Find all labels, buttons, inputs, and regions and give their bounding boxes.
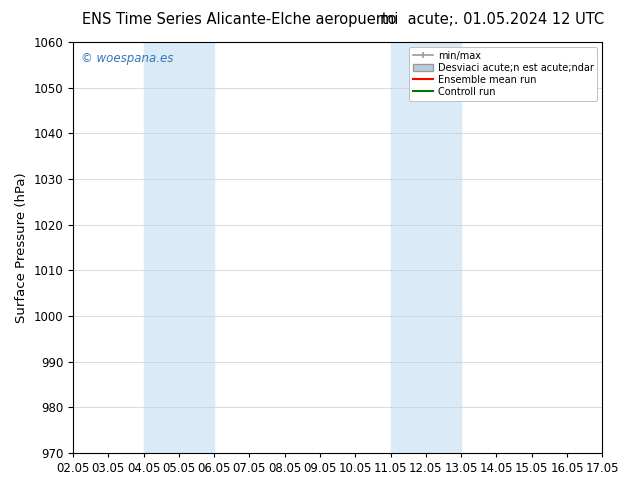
Text: © woespana.es: © woespana.es — [81, 52, 173, 65]
Bar — [143, 42, 214, 453]
Bar — [391, 42, 461, 453]
Text: ENS Time Series Alicante-Elche aeropuerto: ENS Time Series Alicante-Elche aeropuert… — [82, 12, 397, 27]
Text: mi  acute;. 01.05.2024 12 UTC: mi acute;. 01.05.2024 12 UTC — [380, 12, 605, 27]
Legend: min/max, Desviaci acute;n est acute;ndar, Ensemble mean run, Controll run: min/max, Desviaci acute;n est acute;ndar… — [410, 47, 597, 100]
Y-axis label: Surface Pressure (hPa): Surface Pressure (hPa) — [15, 172, 28, 323]
